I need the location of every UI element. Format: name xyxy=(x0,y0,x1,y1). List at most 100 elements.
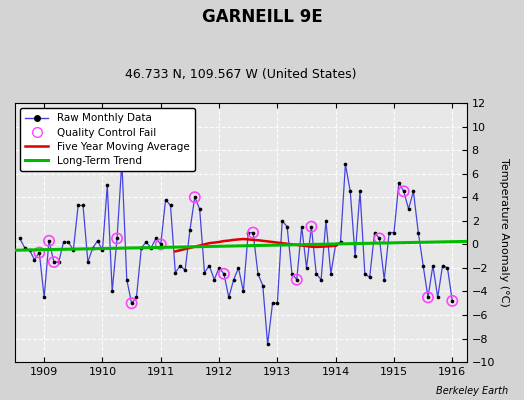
Point xyxy=(45,238,53,244)
Point xyxy=(317,276,325,283)
Point xyxy=(89,245,97,251)
Point xyxy=(54,259,63,265)
Point xyxy=(69,247,78,254)
Point xyxy=(147,245,155,251)
Point xyxy=(123,276,131,283)
Point xyxy=(292,276,301,283)
Point xyxy=(64,239,73,245)
Point xyxy=(35,249,43,256)
Point xyxy=(220,270,228,277)
Text: GARNEILL 9E: GARNEILL 9E xyxy=(202,8,322,26)
Point xyxy=(439,262,447,269)
Point xyxy=(161,196,170,203)
Point xyxy=(166,202,174,209)
Point xyxy=(399,188,408,194)
Point xyxy=(365,274,374,280)
Point xyxy=(35,249,43,256)
Point xyxy=(142,239,150,245)
Point xyxy=(225,294,233,300)
Point xyxy=(137,245,146,251)
Point xyxy=(326,270,335,277)
Point xyxy=(127,300,136,306)
Point xyxy=(375,235,384,242)
Point xyxy=(399,188,408,194)
Point xyxy=(84,259,92,265)
Point xyxy=(185,227,194,234)
Point xyxy=(307,224,315,230)
Point xyxy=(322,218,330,224)
Point xyxy=(59,239,68,245)
Point xyxy=(171,270,180,276)
Point xyxy=(79,202,87,209)
Point xyxy=(283,224,291,230)
Point xyxy=(195,206,204,212)
Point xyxy=(127,300,136,306)
Title: 46.733 N, 109.567 W (United States): 46.733 N, 109.567 W (United States) xyxy=(125,68,357,81)
Point xyxy=(210,276,219,283)
Text: Berkeley Earth: Berkeley Earth xyxy=(436,386,508,396)
Point xyxy=(307,224,315,230)
Point xyxy=(25,247,34,254)
Point xyxy=(448,298,456,304)
Point xyxy=(215,265,223,271)
Point xyxy=(443,265,452,271)
Y-axis label: Temperature Anomaly (°C): Temperature Anomaly (°C) xyxy=(499,158,509,307)
Point xyxy=(132,294,140,300)
Point xyxy=(278,218,287,224)
Point xyxy=(157,241,165,248)
Point xyxy=(259,282,267,289)
Point xyxy=(152,235,160,242)
Point xyxy=(273,300,281,306)
Point xyxy=(50,259,58,265)
Point xyxy=(157,241,165,248)
Point xyxy=(302,265,311,271)
Point xyxy=(424,294,432,300)
Point xyxy=(370,229,379,236)
Point xyxy=(99,247,107,254)
Legend: Raw Monthly Data, Quality Control Fail, Five Year Moving Average, Long-Term Tren: Raw Monthly Data, Quality Control Fail, … xyxy=(20,108,194,171)
Point xyxy=(108,288,116,295)
Point xyxy=(395,180,403,186)
Point xyxy=(254,270,262,277)
Point xyxy=(351,253,359,259)
Point xyxy=(191,194,199,200)
Point xyxy=(288,270,296,277)
Point xyxy=(74,202,82,209)
Point xyxy=(45,238,53,244)
Point xyxy=(181,267,189,274)
Point xyxy=(50,259,58,265)
Point xyxy=(268,300,277,306)
Point xyxy=(40,294,48,300)
Point xyxy=(264,341,272,348)
Point xyxy=(20,245,29,251)
Point xyxy=(419,262,428,269)
Point xyxy=(336,239,345,245)
Point xyxy=(239,288,247,295)
Point xyxy=(346,188,354,194)
Point xyxy=(205,262,213,269)
Point xyxy=(200,270,209,276)
Point xyxy=(409,188,418,194)
Point xyxy=(361,270,369,277)
Point xyxy=(356,188,364,194)
Point xyxy=(220,270,228,277)
Point xyxy=(433,294,442,300)
Point xyxy=(30,256,39,263)
Point xyxy=(244,229,253,236)
Point xyxy=(448,298,456,304)
Point xyxy=(230,276,238,283)
Point xyxy=(424,294,432,300)
Point xyxy=(93,238,102,244)
Point xyxy=(390,229,398,236)
Point xyxy=(113,235,121,242)
Point xyxy=(332,241,340,248)
Point xyxy=(234,265,243,271)
Point xyxy=(298,224,306,230)
Point xyxy=(176,262,184,269)
Point xyxy=(249,229,257,236)
Point xyxy=(385,229,394,236)
Point xyxy=(103,182,112,189)
Point xyxy=(405,206,413,212)
Point xyxy=(249,229,257,236)
Point xyxy=(16,235,24,242)
